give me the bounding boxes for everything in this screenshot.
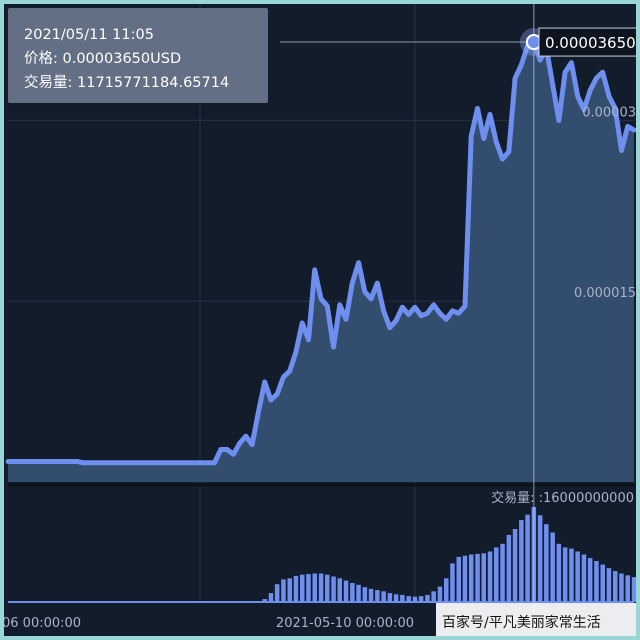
crosshair: 0.00003650 <box>280 0 640 615</box>
volume-bar <box>406 596 411 602</box>
volume-bar <box>569 548 574 602</box>
volume-bar <box>293 575 299 602</box>
volume-bar <box>431 591 436 602</box>
volume-bar <box>631 577 637 602</box>
volume-bar <box>268 593 274 602</box>
volume-bar <box>287 578 292 603</box>
volume-bar <box>331 576 336 602</box>
volume-bars <box>8 507 640 603</box>
volume-bar <box>375 590 380 602</box>
volume-bar <box>437 586 443 602</box>
volume-bar <box>581 554 587 602</box>
price-tick-label-1: 0.00003 <box>582 105 636 120</box>
volume-bar <box>356 584 361 602</box>
volume-bar <box>494 547 499 602</box>
watermark: 百家号/平凡美丽家常生活 <box>436 603 640 640</box>
volume-bar <box>312 573 317 602</box>
volume-bar <box>606 568 612 602</box>
volume-bar <box>519 520 524 602</box>
volume-bar <box>318 573 324 602</box>
volume-bar <box>387 593 393 602</box>
volume-bar <box>556 543 562 602</box>
volume-bar <box>418 596 424 602</box>
crosshair-price-label: 0.00003650 <box>545 34 636 52</box>
volume-axis-caption: 交易量: :16000000000 <box>491 490 634 506</box>
watermark-text: 百家号/平凡美丽家常生活 <box>442 615 601 631</box>
volume-bar <box>444 578 449 603</box>
volume-bar <box>306 574 311 602</box>
volume-bar <box>262 599 267 602</box>
volume-bar <box>525 514 530 602</box>
price-tick-labels: 0.000015 0.00003 <box>574 105 636 301</box>
volume-bar <box>512 529 518 602</box>
tooltip-price: 价格: 0.00003650USD <box>24 51 182 67</box>
volume-bar <box>456 556 461 602</box>
volume-bar <box>412 596 418 602</box>
volume-bar <box>475 553 480 602</box>
volume-bar <box>487 551 493 602</box>
volume-bar <box>506 534 512 602</box>
time-tick-label-0: 06 00:00:00 <box>2 616 81 631</box>
volume-bar <box>362 587 368 602</box>
price-tick-label-0: 0.000015 <box>574 286 636 301</box>
volume-bar <box>537 515 543 602</box>
volume-bar <box>500 543 505 602</box>
volume-bar <box>587 558 593 602</box>
tooltip-time: 2021/05/11 11:05 <box>24 27 154 43</box>
volume-bar <box>600 564 605 602</box>
volume-bar <box>381 591 386 602</box>
volume-bar <box>619 573 624 602</box>
volume-bar <box>462 555 468 602</box>
volume-bar <box>400 594 405 602</box>
volume-bar <box>393 594 399 602</box>
volume-bar <box>594 561 599 602</box>
volume-bar <box>613 571 618 602</box>
volume-bar <box>425 594 430 602</box>
volume-bar <box>550 532 555 602</box>
volume-bar <box>274 584 280 602</box>
volume-bar <box>337 578 342 603</box>
tooltip-volume: 交易量: 11715771184.65714 <box>24 75 230 91</box>
volume-bar <box>625 575 630 602</box>
volume-bar <box>575 551 580 602</box>
time-tick-label-1: 2021-05-10 00:00:00 <box>276 616 414 631</box>
volume-bar <box>300 574 305 602</box>
volume-bar <box>350 583 355 602</box>
volume-bar <box>544 524 549 602</box>
data-tooltip: 2021/05/11 11:05 价格: 0.00003650USD 交易量: … <box>8 8 268 103</box>
volume-bar <box>343 580 349 602</box>
volume-bar <box>481 553 486 602</box>
volume-bar <box>469 554 474 602</box>
volume-bar <box>368 588 374 602</box>
crosshair-price-label-box <box>538 27 640 57</box>
volume-bar <box>562 547 568 602</box>
volume-bar <box>281 579 286 602</box>
price-area <box>8 42 634 482</box>
volume-bar <box>325 574 330 602</box>
volume-bar <box>450 563 455 602</box>
